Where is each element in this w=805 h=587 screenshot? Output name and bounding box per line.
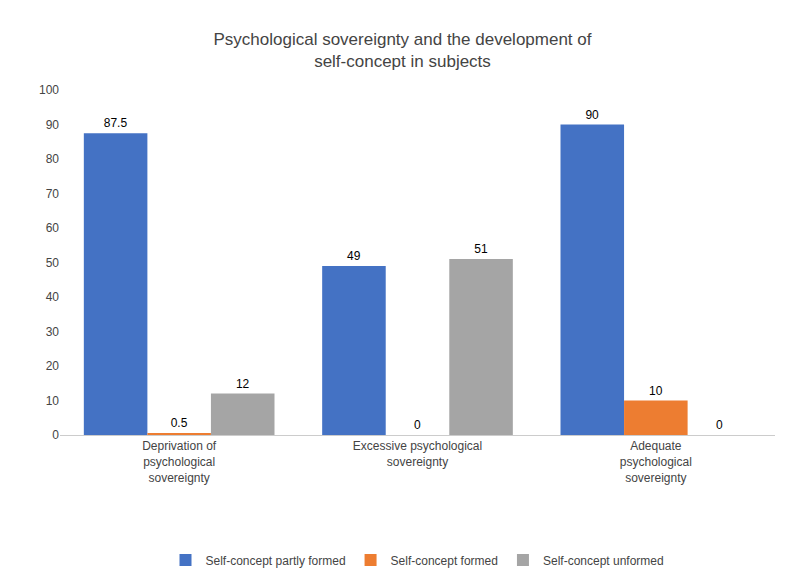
svg-text:30: 30 [46,325,60,339]
svg-text:90: 90 [585,108,599,122]
svg-text:Self-concept formed: Self-concept formed [391,554,498,568]
svg-text:0: 0 [716,418,723,432]
svg-text:20: 20 [46,359,60,373]
svg-text:87.5: 87.5 [104,116,128,130]
svg-text:50: 50 [46,256,60,270]
svg-text:40: 40 [46,290,60,304]
svg-text:80: 80 [46,152,60,166]
svg-text:70: 70 [46,187,60,201]
svg-text:90: 90 [46,118,60,132]
svg-text:Adequatepsychologicalsovereign: Adequatepsychologicalsovereignty [620,439,692,484]
svg-text:51: 51 [474,242,488,256]
svg-text:Psychological sovereignty and: Psychological sovereignty and the develo… [213,30,591,71]
svg-text:12: 12 [236,377,250,391]
svg-text:0: 0 [52,428,59,442]
svg-text:Excessive psychologicalsoverei: Excessive psychologicalsovereignty [353,439,482,469]
svg-text:10: 10 [46,394,60,408]
svg-text:0.5: 0.5 [171,416,188,430]
svg-text:Self-concept unformed: Self-concept unformed [543,554,664,568]
svg-text:10: 10 [649,384,663,398]
svg-text:Deprivation ofpsychologicalsov: Deprivation ofpsychologicalsovereignty [142,439,217,484]
svg-text:Self-concept partly formed: Self-concept partly formed [206,554,346,568]
svg-text:100: 100 [39,83,59,97]
svg-text:60: 60 [46,221,60,235]
svg-text:49: 49 [347,249,361,263]
svg-text:0: 0 [414,418,421,432]
